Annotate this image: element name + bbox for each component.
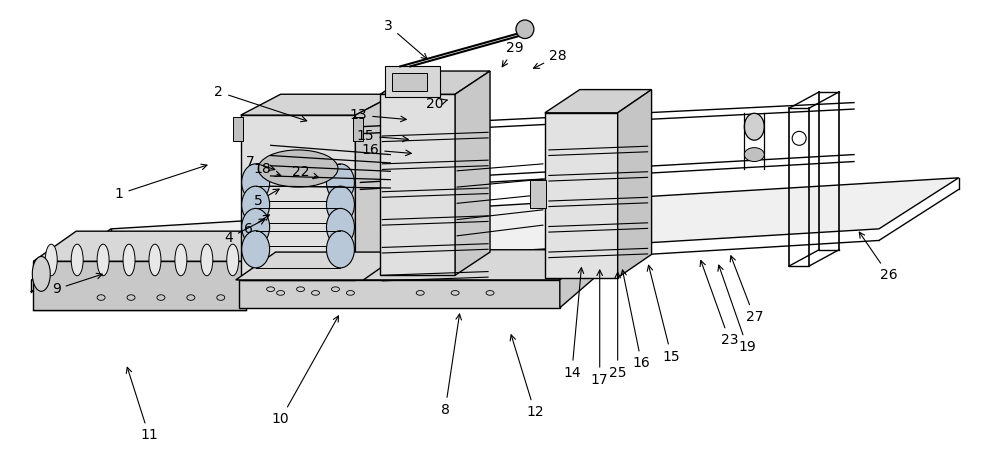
Polygon shape [241, 115, 355, 280]
Text: 11: 11 [126, 368, 158, 442]
Ellipse shape [97, 244, 109, 276]
Ellipse shape [71, 244, 83, 276]
Ellipse shape [258, 150, 338, 187]
Text: 6: 6 [244, 215, 269, 236]
Text: 9: 9 [52, 273, 102, 296]
Bar [530, 180, 546, 208]
Ellipse shape [45, 244, 57, 276]
Text: 1: 1 [115, 164, 207, 201]
Text: 16: 16 [621, 270, 650, 370]
Polygon shape [239, 250, 595, 280]
Bar [392, 73, 427, 91]
Polygon shape [241, 94, 395, 115]
Ellipse shape [242, 208, 270, 246]
Ellipse shape [32, 256, 50, 291]
Text: 17: 17 [591, 270, 609, 387]
Polygon shape [618, 90, 652, 277]
Ellipse shape [326, 186, 354, 223]
Polygon shape [380, 71, 490, 94]
Text: 2: 2 [214, 85, 307, 122]
Polygon shape [455, 71, 490, 275]
Text: 25: 25 [609, 272, 626, 380]
Ellipse shape [201, 244, 213, 276]
Ellipse shape [242, 231, 270, 268]
Text: 20: 20 [426, 97, 447, 111]
Text: 4: 4 [224, 219, 265, 245]
Text: 13: 13 [350, 108, 406, 122]
Polygon shape [33, 262, 246, 310]
Polygon shape [236, 252, 403, 280]
Text: 26: 26 [859, 232, 898, 282]
Polygon shape [239, 280, 560, 308]
Polygon shape [355, 94, 395, 280]
Ellipse shape [175, 244, 187, 276]
Text: 15: 15 [357, 129, 408, 143]
Text: 28: 28 [534, 49, 567, 68]
Bar [353, 117, 363, 141]
Polygon shape [33, 231, 286, 262]
Ellipse shape [326, 164, 354, 201]
Bar [233, 117, 243, 141]
Text: 27: 27 [730, 256, 763, 324]
Polygon shape [560, 250, 595, 308]
Text: 12: 12 [510, 335, 544, 419]
Text: 29: 29 [502, 41, 524, 67]
Text: 19: 19 [718, 265, 756, 354]
Ellipse shape [242, 186, 270, 223]
Ellipse shape [516, 20, 534, 38]
Ellipse shape [326, 231, 354, 268]
Text: 22: 22 [292, 165, 319, 179]
Ellipse shape [123, 244, 135, 276]
Text: 5: 5 [254, 189, 279, 208]
Ellipse shape [149, 244, 161, 276]
Ellipse shape [242, 164, 270, 201]
Polygon shape [545, 113, 618, 277]
Text: 18: 18 [254, 163, 281, 177]
Ellipse shape [227, 244, 239, 276]
Text: 14: 14 [563, 268, 584, 380]
Polygon shape [380, 94, 455, 275]
Polygon shape [31, 178, 959, 280]
Ellipse shape [744, 113, 764, 140]
Bar [385, 66, 440, 97]
Text: 3: 3 [384, 19, 427, 59]
Text: 10: 10 [272, 316, 338, 426]
Text: 16: 16 [361, 143, 411, 157]
Polygon shape [545, 90, 652, 113]
Ellipse shape [326, 208, 354, 246]
Text: 7: 7 [246, 155, 275, 170]
Ellipse shape [744, 148, 764, 162]
Text: 8: 8 [441, 314, 461, 417]
Text: 15: 15 [647, 265, 680, 363]
Text: 23: 23 [700, 261, 738, 347]
